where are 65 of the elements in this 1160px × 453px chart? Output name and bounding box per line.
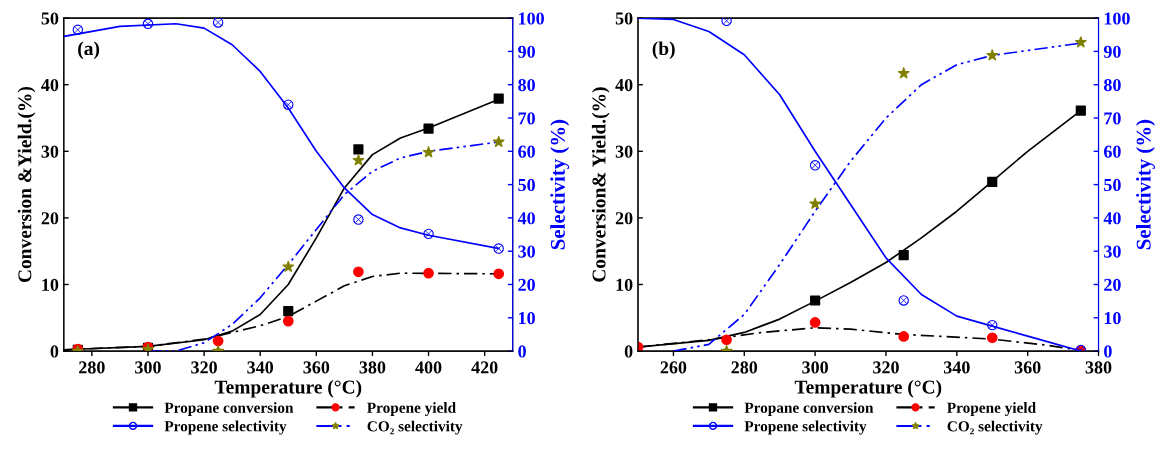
y-tick-label: 40	[41, 78, 59, 92]
x-tick-label: 320	[873, 361, 899, 374]
y2-tick-label: 0	[1104, 345, 1112, 358]
y2-tick-label: 20	[518, 278, 535, 291]
y2-tick-label: 90	[1103, 45, 1121, 58]
x-tick-label: 320	[191, 361, 217, 374]
y2-tick-label: 20	[1104, 278, 1121, 291]
y2-tick-label: 80	[518, 78, 535, 92]
x-tick-label: 380	[1085, 361, 1112, 374]
y2-axis-title: Selectivity (%)	[550, 119, 570, 250]
annotation: (b)	[652, 41, 675, 60]
y-tick-label: 20	[615, 212, 633, 225]
y2-tick-label: 80	[1103, 78, 1121, 92]
x-tick-label: 260	[660, 361, 687, 374]
y-tick-label: 0	[624, 345, 633, 358]
y2-tick-label: 90	[518, 45, 535, 58]
x-tick-label: 340	[247, 361, 274, 374]
legend-label: CO₂ selectivity	[367, 420, 463, 435]
x-tick-label: 380	[359, 361, 386, 374]
y-axis-title: Conversion& Yield.(%)	[591, 87, 610, 282]
x-tick-label: 280	[79, 361, 105, 374]
y2-axis-title: Selectivity (%)	[1136, 119, 1155, 250]
y-tick-label: 10	[42, 278, 59, 291]
legend-label: Propene selectivity	[164, 420, 287, 435]
x-tick-label: 300	[135, 361, 161, 374]
x-tick-label: 300	[802, 361, 828, 374]
x-tick-label: 420	[471, 361, 498, 374]
y2-tick-label: 40	[1103, 212, 1121, 225]
y2-tick-label: 50	[518, 178, 535, 192]
x-axis-title: Temperature (°C)	[214, 379, 362, 398]
y-tick-label: 10	[616, 278, 633, 291]
x-tick-label: 280	[731, 361, 758, 374]
y-tick-label: 50	[615, 12, 633, 25]
x-tick-label: 360	[303, 361, 330, 374]
x-tick-label: 340	[943, 361, 970, 374]
legend-label: Propene yield	[947, 402, 1036, 416]
x-axis-title: Temperature (°C)	[794, 379, 942, 398]
y2-tick-label: 30	[518, 245, 535, 258]
y2-tick-label: 100	[1104, 12, 1130, 25]
y2-tick-label: 100	[519, 12, 544, 25]
legend-label: Propene selectivity	[744, 420, 867, 435]
y2-tick-label: 70	[1104, 112, 1121, 125]
legend-label: Propene yield	[367, 402, 456, 416]
y2-tick-label: 0	[518, 345, 526, 358]
y-tick-label: 50	[41, 12, 59, 25]
y-tick-label: 30	[615, 145, 633, 158]
y-tick-label: 40	[615, 78, 633, 92]
y2-tick-label: 10	[519, 312, 535, 325]
legend-label: Propane conversion	[164, 402, 294, 416]
y-tick-label: 30	[41, 145, 59, 158]
legend-label: CO₂ selectivity	[947, 420, 1043, 435]
y2-tick-label: 10	[1104, 312, 1121, 325]
x-tick-label: 360	[1014, 361, 1041, 374]
y2-tick-label: 70	[518, 112, 535, 125]
y2-tick-label: 30	[1104, 245, 1121, 258]
annotation: (a)	[78, 41, 100, 60]
y2-tick-label: 50	[1104, 178, 1121, 192]
y-tick-label: 20	[41, 212, 59, 225]
x-tick-label: 400	[415, 361, 442, 374]
y-tick-label: 0	[50, 345, 59, 358]
y2-tick-label: 60	[518, 145, 535, 158]
y2-tick-label: 40	[517, 212, 535, 225]
y2-tick-label: 60	[1104, 145, 1121, 158]
y-axis-title: Conversion &Yield.(%)	[17, 86, 36, 283]
legend-label: Propane conversion	[744, 402, 874, 416]
